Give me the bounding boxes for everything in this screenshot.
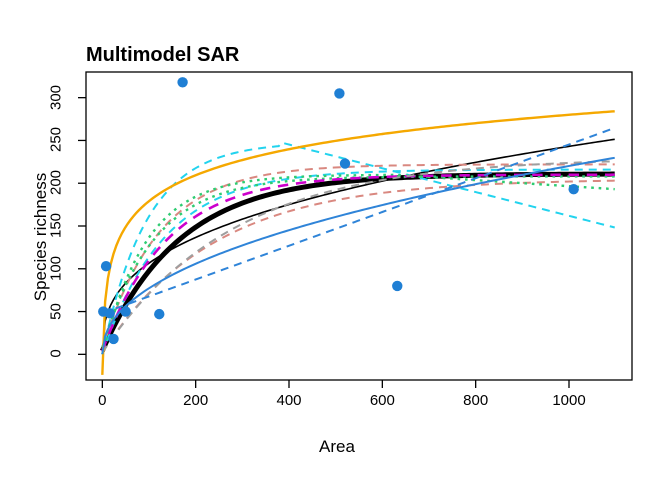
x-tick-label: 600 xyxy=(369,392,395,409)
axis-ticks-layer xyxy=(78,97,570,388)
data-point xyxy=(339,158,351,169)
x-tick-label: 800 xyxy=(463,392,489,409)
series-line-model-green-dotted-declining xyxy=(101,173,615,355)
data-point xyxy=(568,184,579,195)
y-axis-title: Species richness xyxy=(31,172,50,302)
data-point xyxy=(104,308,116,319)
series-line-model-cyan-dashed-upper xyxy=(101,141,615,355)
series-line-model-gray-dashed xyxy=(101,160,615,354)
data-point xyxy=(177,77,188,88)
x-tick-label: 400 xyxy=(276,392,302,409)
series-line-model-magenta-dashed xyxy=(101,173,615,352)
y-tick-label: 300 xyxy=(47,84,65,110)
x-tick-label: 200 xyxy=(183,392,209,409)
series-line-model-green-dotted xyxy=(101,175,615,348)
data-point xyxy=(154,308,165,320)
series-line-model-blue-solid xyxy=(101,156,615,355)
series-line-model-black-solid-thin xyxy=(101,138,615,354)
chart-title: Multimodel SAR xyxy=(86,44,240,66)
data-point xyxy=(392,280,403,292)
series-layer xyxy=(100,110,616,375)
series-line-multimodel-average xyxy=(100,171,615,352)
data-point xyxy=(334,88,345,99)
series-line-model-blue-dashed xyxy=(101,127,616,315)
x-tick-label: 0 xyxy=(98,392,107,409)
data-points-layer xyxy=(98,77,579,345)
data-point xyxy=(100,261,112,272)
y-tick-label: 0 xyxy=(47,349,65,358)
series-line-model-orange-solid xyxy=(101,110,615,375)
series-line-model-cyan-dashed-lower xyxy=(101,168,615,355)
data-point xyxy=(120,306,131,317)
x-axis-title: Area xyxy=(319,437,355,456)
x-tick-label: 1000 xyxy=(552,392,586,409)
data-point xyxy=(108,333,119,345)
y-tick-label: 250 xyxy=(47,127,65,153)
series-line-model-salmon-dashed xyxy=(101,163,615,350)
plot-frame xyxy=(85,71,633,381)
